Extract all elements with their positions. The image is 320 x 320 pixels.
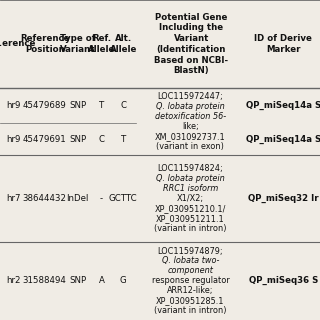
Text: ID of Derive
Marker: ID of Derive Marker — [254, 34, 312, 54]
Text: G: G — [120, 276, 127, 285]
Text: T: T — [121, 135, 126, 144]
Text: LOC115974824;: LOC115974824; — [157, 164, 223, 173]
Text: QP_miSeq14a S: QP_miSeq14a S — [245, 101, 320, 110]
Text: X1/X2;: X1/X2; — [177, 194, 204, 203]
Text: T: T — [99, 101, 104, 110]
Text: RRC1 isoform: RRC1 isoform — [163, 184, 218, 193]
Text: component: component — [167, 266, 213, 276]
Text: LOC115974879;: LOC115974879; — [157, 246, 223, 256]
Text: SNP: SNP — [69, 135, 86, 144]
Text: Q. lobata protein: Q. lobata protein — [156, 102, 225, 111]
Text: QP_miSeq32 Ir: QP_miSeq32 Ir — [248, 194, 318, 203]
Text: 45479689: 45479689 — [23, 101, 67, 110]
Text: C: C — [120, 101, 126, 110]
Text: Q. lobata protein: Q. lobata protein — [156, 174, 225, 183]
Text: Ref.
Allele: Ref. Allele — [88, 34, 115, 54]
Text: ARR12-like;: ARR12-like; — [167, 286, 214, 295]
Text: SNP: SNP — [69, 276, 86, 285]
Text: -: - — [100, 194, 103, 203]
Text: LOC115972447;: LOC115972447; — [157, 92, 223, 101]
Text: hr9: hr9 — [6, 135, 21, 144]
Text: Q. lobata two-: Q. lobata two- — [162, 256, 219, 266]
Text: InDel: InDel — [67, 194, 89, 203]
Text: SNP: SNP — [69, 101, 86, 110]
Text: QP_miSeq36 S: QP_miSeq36 S — [249, 276, 318, 285]
Text: like;: like; — [182, 122, 199, 131]
Text: A: A — [99, 276, 105, 285]
Text: response regulator: response regulator — [152, 276, 229, 285]
Text: XM_031092737.1: XM_031092737.1 — [155, 132, 226, 141]
Text: hr7: hr7 — [6, 194, 21, 203]
Text: hr2: hr2 — [6, 276, 21, 285]
Text: XP_030951285.1: XP_030951285.1 — [156, 296, 225, 305]
Text: Reference
Position: Reference Position — [20, 34, 69, 54]
Text: detoxification 56-: detoxification 56- — [155, 112, 226, 121]
Text: (variant in exon): (variant in exon) — [156, 142, 224, 151]
Text: Alt.
Allele: Alt. Allele — [109, 34, 137, 54]
Text: hr9: hr9 — [6, 101, 21, 110]
Text: 31588494: 31588494 — [23, 276, 67, 285]
Text: Type of
Variant: Type of Variant — [60, 34, 95, 54]
Text: XP_030951210.1/: XP_030951210.1/ — [155, 204, 226, 213]
Text: (variant in intron): (variant in intron) — [154, 224, 227, 233]
Text: 38644432: 38644432 — [23, 194, 67, 203]
Text: (variant in intron): (variant in intron) — [154, 306, 227, 315]
Text: QP_miSeq14a S: QP_miSeq14a S — [245, 135, 320, 144]
Text: C: C — [99, 135, 105, 144]
Text: ...erence: ...erence — [0, 39, 35, 49]
Text: GCTTC: GCTTC — [109, 194, 138, 203]
Text: Potential Gene
Including the
Variant
(Identification
Based on NCBI-
BlastN): Potential Gene Including the Variant (Id… — [154, 12, 228, 76]
Text: XP_030951211.1: XP_030951211.1 — [156, 214, 225, 223]
Text: 45479691: 45479691 — [23, 135, 67, 144]
